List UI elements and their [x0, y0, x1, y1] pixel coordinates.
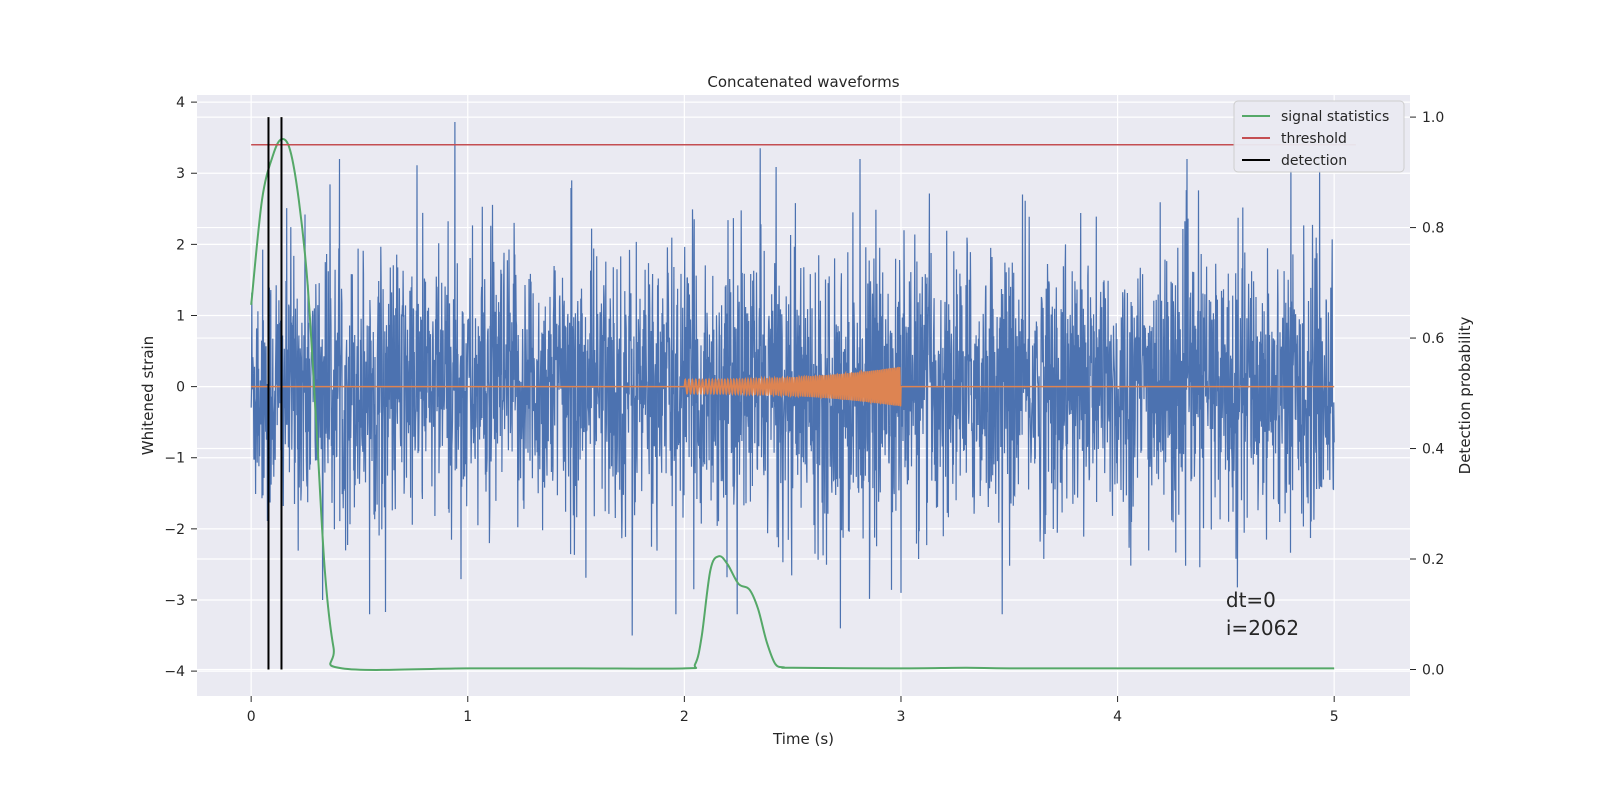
waveform-series-line: [683, 366, 902, 407]
y2-tick-label: 0.2: [1422, 552, 1444, 568]
annotation-index: i=2062: [1226, 616, 1299, 640]
x-tick-label: 4: [1113, 709, 1122, 725]
x-tick-label: 2: [680, 709, 689, 725]
chart-title: Concatenated waveforms: [707, 73, 899, 91]
y-tick-label: −3: [164, 593, 185, 609]
x-axis-label: Time (s): [772, 730, 834, 748]
signal-statistics-line: [250, 138, 1335, 671]
y2-tick-label: 0.0: [1422, 662, 1444, 678]
legend-entry-signal-statistics: signal statistics: [1281, 109, 1389, 125]
legend-entry-threshold: threshold: [1281, 131, 1347, 147]
x-tick-label: 0: [247, 709, 256, 725]
ticks: 0 1 2 3 4 5 −4 −3 −2 −1 0 1 2 3 4 0.0 0.2 0.4 0.6 0.8 1.0: [164, 95, 1444, 725]
y2-tick-label: 0.6: [1422, 331, 1444, 347]
x-tick-label: 3: [897, 709, 906, 725]
y-axis-label: Whitened strain: [139, 336, 157, 455]
y2-tick-label: 1.0: [1422, 110, 1444, 126]
strain-series-line: [250, 121, 1335, 636]
annotation-dt: dt=0: [1226, 588, 1276, 612]
y-tick-label: 1: [176, 308, 185, 324]
y-tick-label: −4: [164, 664, 185, 680]
x-tick-label: 1: [463, 709, 472, 725]
x-tick-label: 5: [1330, 709, 1339, 725]
y-tick-label: 3: [176, 166, 185, 182]
y-tick-label: 4: [176, 95, 185, 111]
legend: signal statistics threshold detection: [1233, 100, 1405, 173]
y-tick-label: −1: [164, 451, 185, 467]
legend-box: [1233, 100, 1405, 173]
y2-tick-label: 0.4: [1422, 442, 1444, 458]
y-tick-label: −2: [164, 522, 185, 538]
legend-entry-detection: detection: [1281, 153, 1347, 169]
y-tick-label: 0: [176, 380, 185, 396]
y-tick-label: 2: [176, 237, 185, 253]
y2-tick-label: 0.8: [1422, 221, 1444, 237]
data-layer: [250, 117, 1356, 671]
y2-axis-label: Detection probability: [1456, 317, 1474, 475]
